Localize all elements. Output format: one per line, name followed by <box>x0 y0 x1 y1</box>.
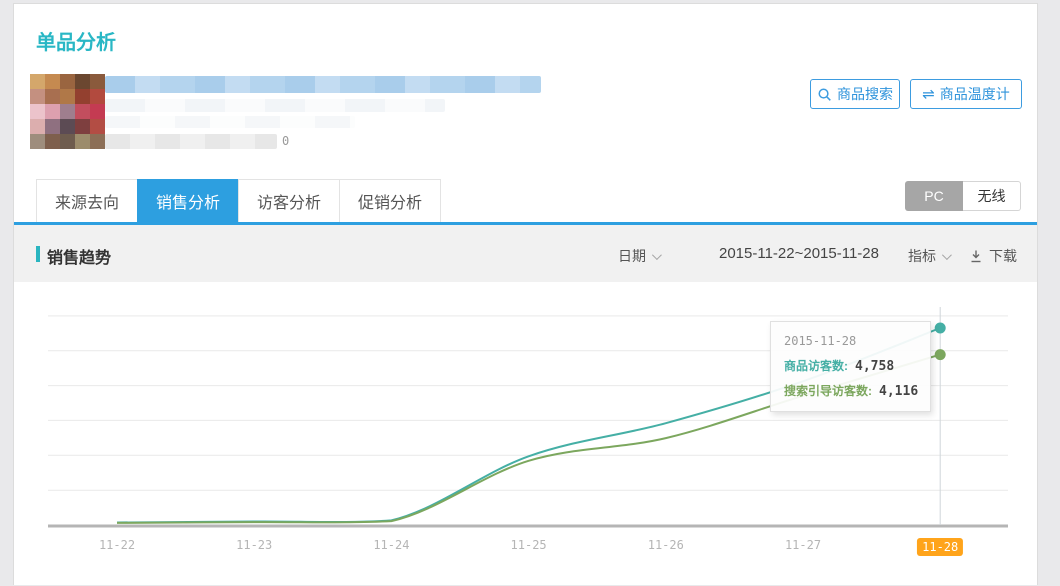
tabbar-underline <box>14 222 1037 225</box>
metric-dropdown[interactable]: 指标 <box>908 246 952 266</box>
product-search-label: 商品搜索 <box>837 86 893 102</box>
product-info-blurred <box>105 99 445 112</box>
mosaic-cell <box>45 104 60 119</box>
sales-trend-chart[interactable]: 2015-11-28 商品访客数: 4,758 搜索引导访客数: 4,116 11-… <box>14 282 1038 586</box>
x-axis-label: 11-27 <box>784 538 822 552</box>
tooltip-series2-label: 搜索引导访客数 <box>784 384 869 398</box>
series-point-2 <box>934 349 946 361</box>
mosaic-cell <box>75 134 90 149</box>
mosaic-cell <box>75 104 90 119</box>
date-range-value[interactable]: 2015-11-22~2015-11-28 <box>719 245 879 262</box>
x-axis-label: 11-26 <box>647 538 684 552</box>
mosaic-cell <box>90 104 105 119</box>
product-thumbnail-blurred <box>30 74 105 149</box>
download-label: 下载 <box>989 248 1017 264</box>
tooltip-series1-value: 4,758 <box>855 359 895 374</box>
compare-arrows-icon: ⇌ <box>922 85 935 103</box>
x-axis-label: 11-24 <box>373 538 410 552</box>
mosaic-cell <box>30 119 45 134</box>
tooltip-date: 2015-11-28 <box>784 334 857 348</box>
mosaic-cell <box>45 119 60 134</box>
download-button[interactable]: 下载 <box>969 246 1017 266</box>
mosaic-cell <box>30 134 45 149</box>
mosaic-cell <box>60 74 75 89</box>
mosaic-cell <box>45 74 60 89</box>
product-metric-blurred <box>105 134 277 149</box>
tooltip-series2-value: 4,116 <box>879 384 919 399</box>
tooltip-colon: : <box>868 384 873 398</box>
tooltip-colon: : <box>844 359 849 373</box>
mosaic-cell <box>60 89 75 104</box>
date-dropdown[interactable]: 日期 <box>618 246 662 266</box>
mosaic-cell <box>30 74 45 89</box>
x-axis-label: 11-25 <box>510 538 547 552</box>
mosaic-cell <box>75 119 90 134</box>
mosaic-cell <box>75 74 90 89</box>
product-search-button[interactable]: 商品搜索 <box>810 79 900 109</box>
mosaic-cell <box>60 119 75 134</box>
mosaic-cell <box>90 74 105 89</box>
mosaic-cell <box>45 89 60 104</box>
x-axis-label-highlighted: 11-28 <box>917 538 964 556</box>
tab-visitor-analysis[interactable]: 访客分析 <box>238 179 341 222</box>
search-icon <box>817 87 832 102</box>
tab-source-destination[interactable]: 来源去向 <box>36 179 139 222</box>
chevron-down-icon <box>941 249 952 260</box>
mosaic-cell <box>45 134 60 149</box>
page-title: 单品分析 <box>36 32 116 54</box>
mosaic-cell <box>75 89 90 104</box>
tooltip-row-search-visitors: 搜索引导访客数: 4,116 <box>784 382 919 399</box>
trend-section-header: 销售趋势 日期 2015-11-22~2015-11-28 指标 下载 <box>14 225 1037 282</box>
mosaic-cell <box>30 104 45 119</box>
toggle-wireless[interactable]: 无线 <box>963 181 1021 211</box>
product-thermometer-button[interactable]: ⇌ 商品温度计 <box>910 79 1022 109</box>
x-axis-label: 11-22 <box>98 538 136 552</box>
section-accent-bar <box>36 246 40 262</box>
tooltip-row-visitors: 商品访客数: 4,758 <box>784 357 917 374</box>
date-dropdown-label: 日期 <box>618 248 646 264</box>
mosaic-cell <box>90 89 105 104</box>
tab-sales-analysis[interactable]: 销售分析 <box>137 179 240 222</box>
product-thermometer-label: 商品温度计 <box>939 86 1010 102</box>
chart-tooltip: 2015-11-28 商品访客数: 4,758 搜索引导访客数: 4,116 <box>770 321 931 412</box>
download-icon <box>969 249 983 263</box>
mosaic-cell <box>60 104 75 119</box>
chevron-down-icon <box>651 249 662 260</box>
mosaic-cell <box>90 119 105 134</box>
main-panel: 单品分析 0 商品搜索 ⇌ 商品温度计 来源去向 销售分析 访客分析 促销分析 … <box>13 3 1038 585</box>
product-title-blurred <box>105 76 541 93</box>
mosaic-cell <box>30 89 45 104</box>
mosaic-cell <box>60 134 75 149</box>
x-axis-label: 11-23 <box>236 538 273 552</box>
tab-promotion-analysis[interactable]: 促销分析 <box>339 179 442 222</box>
mosaic-cell <box>90 134 105 149</box>
product-info-blurred <box>105 116 355 128</box>
analysis-tabbar: 来源去向 销售分析 访客分析 促销分析 <box>36 179 442 222</box>
tooltip-series1-label: 商品访客数 <box>784 359 845 373</box>
metric-dropdown-label: 指标 <box>908 248 936 264</box>
series-point-1 <box>934 322 946 334</box>
toggle-pc[interactable]: PC <box>905 181 963 211</box>
product-metric-value: 0 <box>282 134 290 148</box>
section-title: 销售趋势 <box>47 250 112 267</box>
device-toggle: PC 无线 <box>905 181 1021 211</box>
